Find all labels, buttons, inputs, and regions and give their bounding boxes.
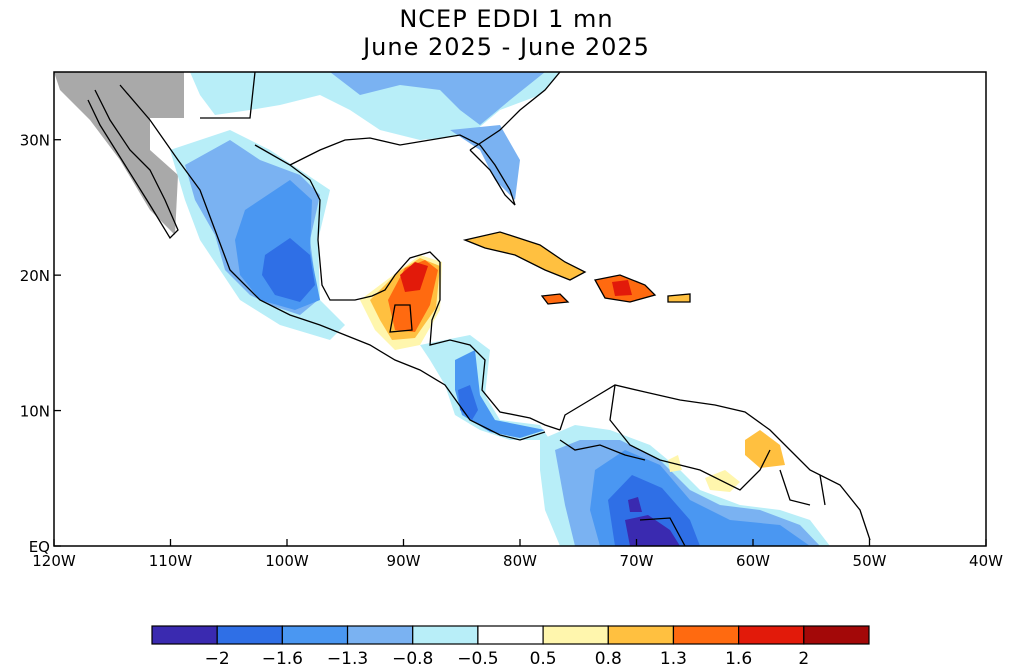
coastlines: [87, 72, 871, 546]
colorbar-swatch: [738, 625, 805, 645]
map-field: [54, 72, 871, 546]
anomaly-region-dark-orange: [388, 260, 438, 332]
anomaly-region-deep-blue: [628, 497, 642, 512]
colorbar-swatch: [281, 625, 349, 645]
colorbar-label: 1.3: [660, 649, 687, 669]
colorbar-label: −0.5: [457, 649, 498, 669]
anomaly-region-dark-orange: [542, 294, 568, 304]
anomaly-region-deep-blue: [625, 515, 680, 546]
colorbar-swatch: [672, 625, 740, 645]
anomaly-region-strong-blue: [262, 238, 315, 302]
x-tick-label: 50W: [853, 552, 887, 570]
colorbar-swatch: [803, 625, 870, 645]
anomaly-region-medium-blue: [455, 350, 545, 438]
y-tick-label: EQ: [29, 538, 50, 556]
colorbar-swatch: [542, 625, 609, 645]
x-tick-label: 60W: [736, 552, 770, 570]
x-tick-label: 110W: [149, 552, 193, 570]
colorbar-swatch: [151, 625, 218, 645]
colorbar-label: −1.6: [262, 649, 303, 669]
anomaly-region-blue: [330, 72, 545, 125]
colorbar-label: −1.3: [327, 649, 368, 669]
colorbar: −2 −1.6 −1.3 −0.8 −0.5 0.5 0.8 1.3 1.6 2: [151, 625, 870, 669]
colorbar-swatch: [412, 625, 479, 645]
x-tick-label: 40W: [969, 552, 1003, 570]
y-axis: EQ 10N 20N 30N: [20, 132, 61, 556]
colorbar-swatch: [346, 625, 414, 645]
colorbar-swatch: [216, 625, 283, 645]
x-axis: 120W 110W 100W 90W 80W 70W 60W 50W 40W: [32, 539, 1003, 570]
colorbar-label: −2: [205, 649, 230, 669]
colorbar-label: 2: [798, 649, 809, 669]
anomaly-region-blue: [450, 125, 520, 200]
x-tick-label: 70W: [620, 552, 654, 570]
anomaly-region-red: [400, 262, 428, 292]
colorbar-label: 1.6: [725, 649, 752, 669]
y-tick-label: 10N: [20, 403, 50, 421]
anomaly-region-orange: [745, 430, 785, 468]
colorbar-label: 0.8: [595, 649, 622, 669]
y-tick-label: 20N: [20, 267, 50, 285]
x-tick-label: 90W: [387, 552, 421, 570]
x-tick-label: 100W: [265, 552, 309, 570]
anomaly-region-red: [612, 280, 632, 296]
colorbar-swatch: [607, 625, 675, 645]
x-tick-label: 80W: [503, 552, 537, 570]
colorbar-label: −0.8: [392, 649, 433, 669]
map-title: NCEP EDDI 1 mn: [399, 5, 614, 33]
y-tick-label: 30N: [20, 132, 50, 150]
map-date-range: June 2025 - June 2025: [363, 33, 650, 61]
anomaly-region-orange: [465, 232, 585, 280]
missing-data-region: [54, 72, 184, 235]
colorbar-label: 0.5: [530, 649, 557, 669]
colorbar-swatch: [477, 625, 544, 645]
anomaly-region-light-blue: [420, 335, 550, 440]
x-tick-label: 120W: [32, 552, 76, 570]
